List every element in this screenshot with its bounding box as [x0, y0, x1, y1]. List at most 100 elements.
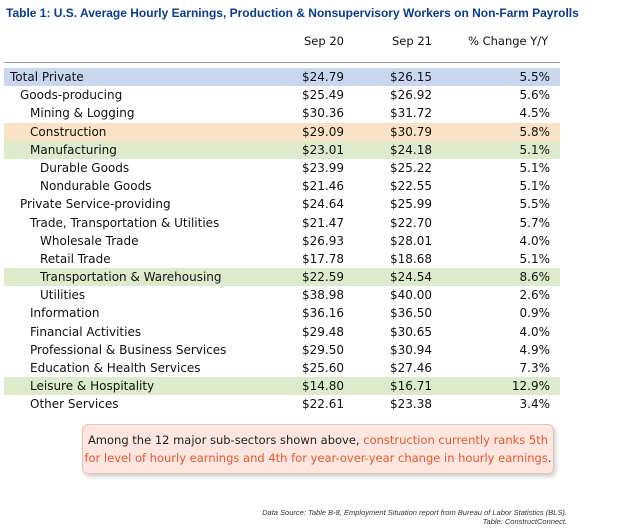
table-row: Trade, Transportation & Utilities $21.47 $…: [4, 214, 560, 232]
row-label: Private Service-providing: [20, 197, 171, 212]
cell-change: 0.9%: [519, 306, 551, 321]
table-row: Manufacturing $23.01 $24.18 5.1%: [4, 140, 560, 159]
table-header: Sep 20 Sep 21 % Change Y/Y: [4, 26, 560, 63]
cell-sep21: $16.71: [390, 379, 432, 394]
cell-change: 4.5%: [519, 106, 551, 121]
cell-change: 4.9%: [519, 342, 551, 357]
cell-sep21: $30.94: [390, 342, 432, 357]
table-row: Utilities $38.98 $40.00 2.6%: [4, 286, 560, 304]
cell-sep20: $21.46: [302, 179, 344, 194]
cell-sep20: $30.36: [302, 106, 344, 121]
row-label: Retail Trade: [40, 251, 111, 266]
cell-sep20: $25.49: [302, 88, 344, 103]
cell-change: 5.5%: [519, 197, 551, 212]
row-label: Trade, Transportation & Utilities: [30, 215, 220, 230]
cell-sep20: $29.50: [302, 342, 344, 357]
table-row: Mining & Logging $30.36 $31.72 4.5%: [4, 104, 560, 122]
cell-sep21: $25.22: [390, 160, 432, 175]
cell-sep20: $26.93: [302, 233, 344, 248]
table-row: Construction $29.09 $30.79 5.8%: [4, 122, 560, 141]
row-label: Goods-producing: [20, 88, 123, 103]
cell-sep20: $36.16: [302, 306, 344, 321]
cell-sep21: $26.92: [390, 88, 432, 103]
table-row: Nondurable Goods $21.46 $22.55 5.1%: [4, 177, 560, 195]
row-label: Durable Goods: [40, 160, 130, 175]
callout-highlight: construction currently ranks 5th for lev…: [84, 433, 549, 465]
callout-end: .: [547, 451, 552, 465]
cell-sep20: $29.09: [302, 124, 344, 139]
table-row: Transportation & Warehousing $22.59 $24.54…: [4, 268, 560, 287]
data-source-note: Data Source: Table B-8, Employment Situa…: [262, 508, 567, 526]
row-label: Mining & Logging: [30, 106, 135, 121]
row-label: Professional & Business Services: [30, 342, 227, 357]
earnings-table: Sep 20 Sep 21 % Change Y/Y Total Private…: [4, 26, 560, 414]
cell-sep20: $22.59: [302, 270, 344, 285]
cell-sep21: $24.18: [390, 142, 432, 157]
callout-text: Among the 12 major sub-sectors shown abo…: [87, 433, 364, 447]
table-title: Table 1: U.S. Average Hourly Earnings, P…: [6, 6, 579, 20]
table-row: Other Services $22.61 $23.38 3.4%: [4, 395, 560, 413]
column-header-sep20: Sep 20: [304, 34, 344, 48]
cell-change: 8.6%: [519, 270, 551, 285]
row-label: Construction: [30, 124, 107, 139]
cell-sep21: $40.00: [390, 288, 432, 303]
table-row: Leisure & Hospitality $14.80 $16.71 12.9%: [4, 377, 560, 396]
cell-sep20: $25.60: [302, 361, 344, 375]
table-row: Financial Activities $29.48 $30.65 4.0%: [4, 323, 560, 341]
column-header-change: % Change Y/Y: [468, 34, 549, 48]
cell-sep20: $24.79: [302, 70, 344, 84]
cell-sep21: $25.99: [390, 197, 432, 212]
cell-change: 7.3%: [519, 361, 551, 375]
cell-sep21: $28.01: [390, 233, 432, 248]
source-line-1: Data Source: Table B-8, Employment Situa…: [262, 508, 567, 517]
cell-change: 4.0%: [519, 233, 551, 248]
cell-change: 5.1%: [519, 142, 551, 157]
table-row: Goods-producing $25.49 $26.92 5.6%: [4, 86, 560, 104]
table-row: Retail Trade $17.78 $18.68 5.1%: [4, 250, 560, 268]
table-row: Education & Health Services $25.60 $27.46 7…: [4, 359, 560, 377]
row-label: Other Services: [30, 397, 119, 412]
row-label: Wholesale Trade: [40, 233, 139, 248]
cell-change: 2.6%: [519, 288, 551, 303]
cell-sep21: $18.68: [390, 251, 432, 266]
cell-change: 5.8%: [519, 124, 551, 139]
cell-sep20: $23.01: [302, 142, 344, 157]
cell-change: 5.1%: [519, 251, 551, 266]
cell-change: 5.6%: [519, 88, 551, 103]
summary-callout: Among the 12 major sub-sectors shown abo…: [82, 424, 554, 474]
row-label: Total Private: [10, 70, 84, 84]
row-label: Information: [30, 306, 100, 321]
table-row: Private Service-providing $24.64 $25.99 5.5…: [4, 195, 560, 213]
cell-sep20: $21.47: [302, 215, 344, 230]
cell-sep21: $24.54: [390, 270, 432, 285]
cell-sep21: $23.38: [390, 397, 432, 412]
row-label: Education & Health Services: [30, 361, 201, 375]
table-body: Total Private $24.79 $26.15 5.5% Goods-prod…: [4, 68, 560, 414]
table-row: Wholesale Trade $26.93 $28.01 4.0%: [4, 232, 560, 250]
cell-sep20: $17.78: [302, 251, 344, 266]
row-label: Nondurable Goods: [40, 179, 152, 194]
row-label: Transportation & Warehousing: [40, 270, 222, 285]
table-row: Total Private $24.79 $26.15 5.5%: [4, 68, 560, 87]
cell-change: 12.9%: [511, 379, 550, 394]
cell-change: 5.7%: [519, 215, 551, 230]
cell-sep21: $36.50: [390, 306, 432, 321]
table-row: Durable Goods $23.99 $25.22 5.1%: [4, 159, 560, 177]
cell-sep21: $22.70: [390, 215, 432, 230]
cell-sep20: $24.64: [302, 197, 344, 212]
row-label: Leisure & Hospitality: [30, 379, 155, 394]
cell-sep21: $27.46: [390, 361, 432, 375]
cell-sep20: $14.80: [302, 379, 344, 394]
cell-sep21: $30.65: [390, 324, 432, 339]
table-row: Information $36.16 $36.50 0.9%: [4, 304, 560, 322]
cell-sep20: $22.61: [302, 397, 344, 412]
source-line-2: Table: ConstructConnect.: [482, 517, 567, 526]
cell-change: 3.4%: [519, 397, 551, 412]
row-label: Financial Activities: [30, 324, 142, 339]
cell-change: 5.5%: [519, 70, 551, 84]
cell-sep21: $30.79: [390, 124, 432, 139]
cell-sep20: $38.98: [302, 288, 344, 303]
cell-change: 5.1%: [519, 160, 551, 175]
row-label: Manufacturing: [30, 142, 117, 157]
cell-sep21: $22.55: [390, 179, 432, 194]
